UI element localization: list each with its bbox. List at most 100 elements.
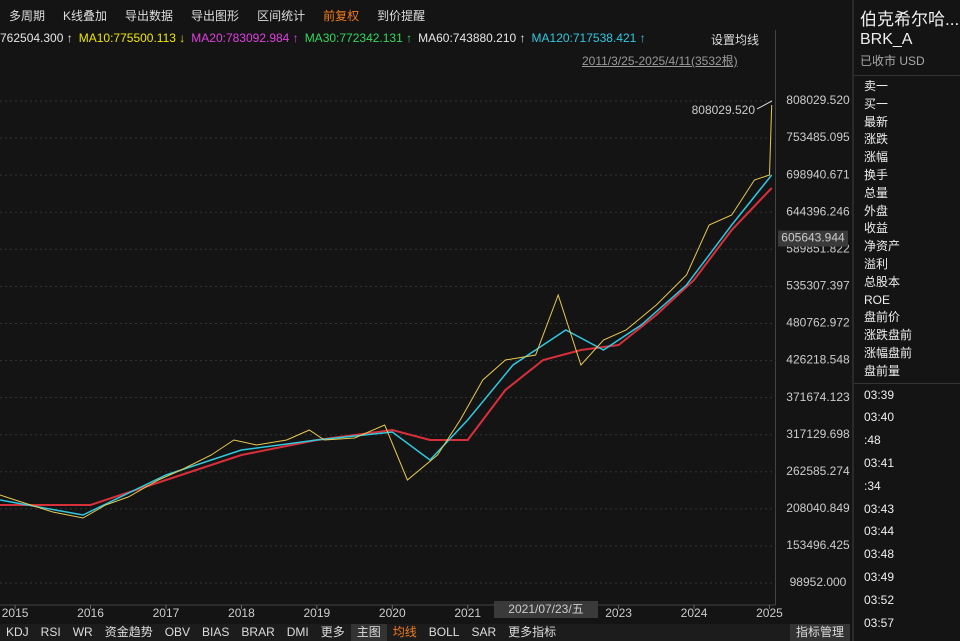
y-tick-label: 98952.000 — [790, 575, 847, 589]
quote-label: 净资产 — [864, 239, 901, 254]
indicator-tab[interactable]: SAR — [471, 625, 497, 639]
quote-label: 换手 — [864, 167, 889, 182]
series-line — [0, 187, 773, 506]
stock-name: 伯克希尔哈... — [860, 10, 960, 29]
quote-label: 盘前量 — [864, 363, 901, 378]
indicator-tab[interactable]: BOLL — [428, 625, 460, 639]
quote-label: 涨跌盘前 — [864, 328, 913, 343]
toolbar-item[interactable]: 导出数据 — [125, 8, 174, 23]
y-tick-label: 808029.520 — [786, 93, 850, 107]
quote-label: 总量 — [864, 185, 889, 200]
tick-time: 03:39 — [864, 387, 895, 402]
quote-label: 卖一 — [864, 79, 889, 93]
quote-label: ROE — [864, 292, 891, 307]
chart: 808029.520 753485.095 698940.671 644396.246… — [0, 30, 850, 620]
indicator-tabs: KDJ RSI WR 资金趋势 OBV BIAS BRAR DMI 更多 主图 均线 BOLL SAR 更… — [0, 624, 850, 641]
toolbar-item[interactable]: 多周期 — [9, 8, 46, 23]
tick-times: 03:39 03:40:48 03:41:34 03:43 03:44 03:48 03:4… — [854, 384, 960, 635]
ma-legend-item: MA30:772342.131 ↑ — [304, 31, 413, 45]
quote-label: 收益 — [864, 221, 889, 236]
quote-label: 最新 — [864, 114, 889, 129]
indicator-tab[interactable]: KDJ — [6, 625, 29, 639]
toolbar-item[interactable]: 到价提醒 — [377, 8, 426, 23]
y-tick-label: 262585.274 — [786, 464, 850, 478]
indicator-tab[interactable]: 资金趋势 — [104, 625, 153, 639]
tick-time: 03:48 — [864, 547, 895, 562]
ma-legend-item: MA120:717538.421 ↑ — [531, 31, 646, 45]
quote-label: 涨幅 — [864, 150, 889, 165]
ma-legend-item: MA60:743880.210 ↑ — [418, 31, 526, 45]
cursor-price-label: 605643.944 — [781, 231, 845, 245]
tick-time: 03:57 — [864, 615, 895, 630]
toolbar-item[interactable]: K线叠加 — [63, 8, 108, 23]
quote-rows: 卖一买一最新涨跌涨幅换手总量外盘收益净资产溢利总股本 ROE 盘前价涨跌盘前涨幅盘前… — [854, 75, 960, 384]
x-tick-label: 2021 — [454, 606, 481, 620]
y-tick-label: 317129.698 — [786, 427, 850, 441]
max-label: 808029.520 — [692, 103, 756, 117]
x-tick-label: 2017 — [153, 606, 180, 620]
x-tick-label: 2016 — [77, 606, 104, 620]
indicator-tab[interactable]: OBV — [164, 625, 191, 639]
indicator-tab[interactable]: RSI — [40, 625, 61, 639]
ma-legend-item: MA10:775500.113 ↓ — [78, 31, 186, 45]
x-tick-label: 2020 — [379, 606, 406, 620]
quote-label: 涨幅盘前 — [864, 345, 913, 360]
indicator-tab[interactable]: 更多指标 — [508, 625, 557, 639]
quote-label: 外盘 — [864, 203, 889, 218]
indicator-tab[interactable]: 更多 — [320, 625, 345, 639]
toolbar-item[interactable]: 前复权 — [323, 8, 360, 23]
cursor-date-box — [494, 601, 598, 618]
x-tick-label: 2023 — [605, 606, 632, 620]
indicator-tab[interactable]: 主图 — [350, 624, 387, 641]
x-tick-label: 2019 — [303, 606, 330, 620]
max-arrow — [756, 100, 773, 110]
quote-label: 总股本 — [864, 274, 901, 289]
x-tick-label: 2018 — [228, 606, 255, 620]
market-status: 已收市 USD — [860, 54, 925, 68]
quote-panel: 伯克希尔哈... BRK_A 已收市 USD 卖一买一最新涨跌涨幅换手总量外盘收… — [852, 0, 960, 641]
x-tick-label: 2024 — [681, 606, 708, 620]
tick-time: 03:49 — [864, 569, 895, 584]
stock-code: BRK_A — [860, 31, 913, 48]
toolbar: 多周期 K线叠加 导出数据 导出图形 区间统计 前复权 到价提醒 — [0, 0, 850, 30]
quote-label: 涨跌 — [864, 132, 889, 147]
indicator-manage[interactable]: 指标管理 — [789, 624, 850, 641]
toolbar-item[interactable]: 区间统计 — [257, 8, 306, 23]
indicator-tab[interactable]: BIAS — [202, 625, 230, 639]
y-tick-label: 153496.425 — [786, 538, 850, 552]
tick-time: 03:43 — [864, 501, 895, 516]
quote-label: 盘前价 — [864, 310, 901, 325]
ma-legend-item: MA20:783092.984 ↑ — [191, 31, 299, 45]
quote-label: 买一 — [864, 96, 889, 111]
indicator-tab[interactable]: 均线 — [392, 625, 417, 639]
series-line — [0, 104, 773, 519]
cursor-price-box — [778, 230, 848, 247]
indicator-tab[interactable]: WR — [72, 625, 93, 639]
date-range: 2011/3/25-2025/4/11(3532根) — [582, 54, 738, 68]
y-tick-label: 698940.671 — [786, 167, 850, 181]
indicator-tab[interactable]: BRAR — [241, 625, 275, 639]
ma-settings[interactable]: 设置均线 — [711, 33, 760, 47]
y-tick-label: 753485.095 — [786, 130, 850, 144]
indicator-tab[interactable]: DMI — [286, 625, 309, 639]
cursor-date-label: 2021/07/23/五 — [508, 602, 583, 616]
tick-time: 03:44 — [864, 524, 895, 539]
y-tick-label: 535307.397 — [786, 279, 850, 293]
y-tick-label: 208040.849 — [786, 501, 850, 515]
tick-time: 03:41 — [864, 455, 895, 470]
tick-time: 03:52 — [864, 592, 895, 607]
tick-time: :48 — [864, 433, 881, 448]
tick-time: 03:40 — [864, 410, 895, 425]
y-tick-label: 426218.548 — [786, 353, 850, 367]
x-tick-label: 2015 — [2, 606, 29, 620]
y-tick-label: 644396.246 — [786, 204, 850, 218]
toolbar-item[interactable]: 导出图形 — [191, 8, 240, 23]
series-line — [0, 174, 773, 516]
y-tick-label: 371674.123 — [786, 390, 850, 404]
y-tick-label: 480762.972 — [786, 316, 850, 330]
quote-label: 溢利 — [864, 256, 889, 271]
ma-legend-item: 762504.300 ↑ — [0, 31, 73, 45]
x-tick-label: 2025 — [756, 606, 783, 620]
ma-legend: 762504.300 ↑ MA10:775500.113 ↓ MA20:783092… — [0, 31, 850, 47]
